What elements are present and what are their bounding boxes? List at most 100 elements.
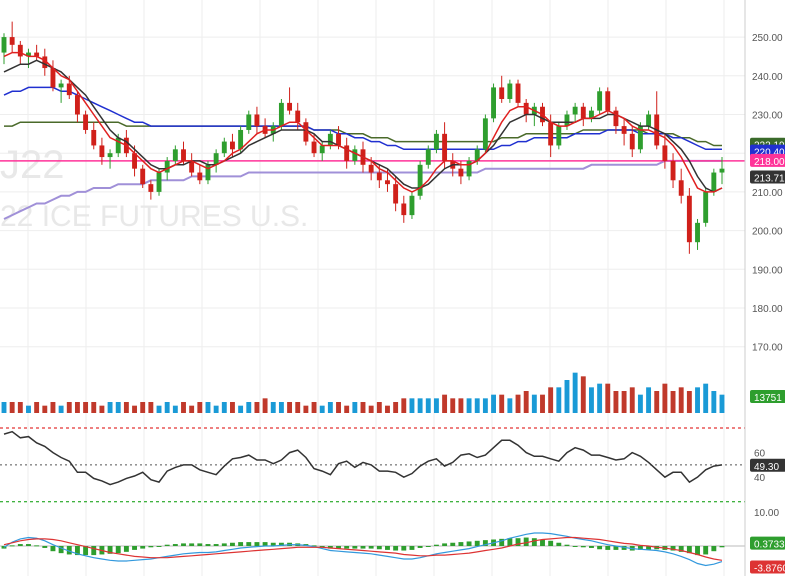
candle-body [458, 168, 464, 177]
macd-histogram-bar [254, 542, 260, 546]
macd-histogram-bar [17, 544, 23, 546]
volume-bar [197, 402, 203, 413]
volume-bar [654, 391, 660, 413]
candle-body [91, 129, 97, 146]
candle-body [466, 160, 472, 177]
candle-body [686, 195, 692, 243]
candle-body [474, 149, 480, 161]
macd-histogram-bar [123, 546, 129, 552]
volume-bar [172, 405, 178, 413]
volume-bar [703, 383, 709, 413]
candle-body [637, 126, 643, 150]
volume-bar [450, 398, 456, 413]
macd-histogram-bar [515, 538, 521, 546]
candle-body [589, 110, 594, 119]
stoch-tick-label: 60 [754, 449, 766, 460]
volume-bar [213, 405, 219, 413]
candle-body [695, 222, 700, 243]
volume-bar [417, 398, 423, 413]
volume-bar [695, 387, 700, 413]
candle-body [115, 137, 121, 154]
ma-blue-line [3, 86, 722, 151]
volume-bar [491, 394, 496, 413]
macd-histogram-bar [589, 546, 594, 548]
candle-body [58, 83, 64, 88]
price-axis: 250.00240.00230.00220.00210.00200.00190.… [744, 0, 783, 576]
candle-body [376, 172, 382, 181]
volume-bar [474, 398, 480, 413]
candle-body [662, 145, 668, 161]
price-badge: 220.40 [754, 148, 785, 159]
candle-body [678, 180, 684, 196]
macd-histogram-bar [686, 546, 692, 554]
candle-body [401, 203, 407, 216]
candle-body [278, 102, 284, 127]
macd-histogram-bar [540, 539, 545, 546]
volume-bar [295, 402, 301, 413]
price-tick-label: 230.00 [752, 110, 783, 121]
macd-histogram-bar [319, 546, 325, 548]
candle-body [548, 122, 554, 146]
candle-body [629, 133, 635, 150]
volume-bar [107, 402, 113, 413]
candle-body [213, 153, 219, 165]
volume-bar [433, 398, 439, 413]
price-badge: 213.71 [754, 174, 785, 185]
candle-body [572, 106, 578, 115]
macd-histogram-bar [270, 542, 276, 546]
macd-histogram-bar [409, 546, 415, 550]
macd-histogram-bar [172, 544, 178, 546]
stochastic-panel: 60 40 10.00 [0, 427, 779, 519]
macd-histogram-bar [213, 544, 219, 546]
volume-bar [156, 405, 162, 413]
macd-histogram-bar [91, 546, 97, 556]
candle-body [172, 149, 178, 161]
macd-histogram-bar [107, 546, 113, 554]
macd-histogram-bar [230, 542, 235, 546]
macd-histogram-bar [26, 544, 31, 546]
stoch-line [3, 430, 723, 486]
macd-badge-bg [750, 536, 785, 550]
macd-histogram-bar [148, 546, 154, 548]
ma-olive-line [4, 121, 722, 147]
candle-body [17, 44, 23, 57]
candle-body [482, 118, 488, 150]
candle-body [352, 149, 358, 161]
volume-bar [181, 402, 186, 413]
macd-histogram-bar [572, 546, 578, 547]
macd-histogram-bar [474, 540, 480, 546]
macd-histogram-bar [181, 543, 186, 546]
volume-bar [34, 402, 40, 413]
volume-bar [140, 402, 146, 413]
price-tick-label: 250.00 [752, 33, 783, 44]
macd-histogram-bar [83, 546, 89, 556]
volume-bar [515, 394, 521, 413]
signal-line [3, 536, 723, 561]
macd-histogram-bar [401, 546, 407, 551]
price-tick-label: 190.00 [752, 265, 783, 276]
volume-bar [589, 387, 594, 413]
volume-bar [205, 402, 211, 413]
candle-body [499, 87, 505, 100]
candle-body [507, 83, 513, 100]
volume-bar [605, 383, 611, 413]
price-tick-label: 170.00 [752, 343, 783, 354]
macd-histogram-bar [597, 546, 603, 550]
volume-bar [164, 402, 170, 413]
macd-histogram-bar [417, 546, 423, 548]
candle-body [303, 122, 309, 142]
candle-body [597, 91, 603, 111]
macd-histogram-bar [507, 538, 513, 546]
volume-bar [74, 402, 80, 413]
price-badge: 218.00 [754, 157, 785, 168]
candle-body [287, 102, 293, 111]
macd-histogram-bar [262, 542, 268, 546]
volume-bar [58, 405, 64, 413]
candle-body [621, 126, 627, 134]
macd-histogram-bar [246, 542, 252, 546]
macd-histogram-bar [278, 542, 284, 546]
macd-histogram-bar [311, 545, 317, 547]
candle-body [50, 68, 56, 88]
candle-body [205, 164, 211, 181]
price-badge-bg [750, 153, 785, 167]
